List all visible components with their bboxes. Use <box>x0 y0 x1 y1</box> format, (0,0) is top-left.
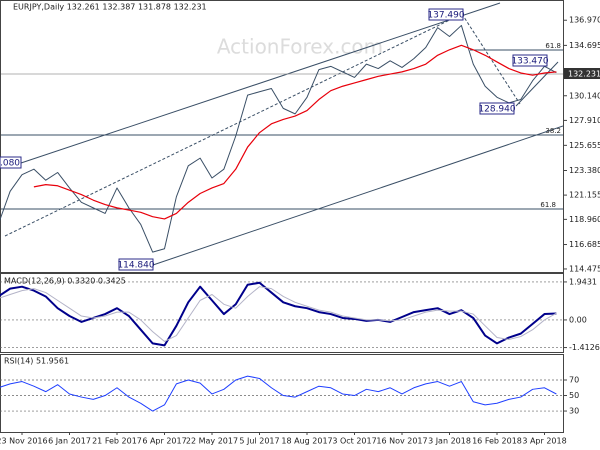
y-tick-label: 127.910 <box>569 116 600 125</box>
y-tick-label: 116.685 <box>569 240 600 249</box>
annotation-box <box>118 258 154 271</box>
x-tick-label: 22 May 2017 <box>186 437 238 446</box>
x-tick-label: 6 Jan 2017 <box>48 437 91 446</box>
series-line <box>0 375 557 412</box>
price-panel <box>0 0 564 273</box>
drawings <box>0 2 563 267</box>
annotation-box <box>512 54 548 67</box>
x-tick-label: 5 Jul 2017 <box>239 437 279 446</box>
annotation: 128.940 <box>478 105 515 115</box>
x-tick-label: 16 Nov 2017 <box>376 437 427 446</box>
y-tick-label: 70 <box>569 376 579 385</box>
series-line <box>33 44 557 220</box>
y-tick-label: 130.140 <box>569 91 600 100</box>
annotation-box <box>479 102 515 115</box>
y-tick-label: -1.4126 <box>569 343 600 352</box>
channel-upper <box>17 2 501 165</box>
y-tick-label: 123.380 <box>569 166 600 175</box>
x-tick-label: 23 Nov 2016 <box>0 437 48 446</box>
x-tick-label: 3 Jan 2018 <box>428 437 471 446</box>
rsi-title: RSI(14) 51.9561 <box>4 357 69 366</box>
fib-label: 61.8 <box>545 42 561 50</box>
annotation: 137.490 <box>427 11 464 21</box>
channel-lower <box>149 125 563 267</box>
annotation: 133.470 <box>511 57 548 67</box>
y-tick-label: 30 <box>569 407 579 416</box>
fib-label: 61.8 <box>540 201 556 209</box>
series-line <box>0 286 557 342</box>
price-tag <box>564 68 600 79</box>
macd-title: MACD(12,26,9) 0.3320 0.3425 <box>4 277 126 286</box>
y-tick-label: 118.960 <box>569 215 600 224</box>
y-tick-label: 121.155 <box>569 191 600 200</box>
series-line <box>0 24 557 253</box>
x-tick-label: 6 Apr 2017 <box>142 437 186 446</box>
x-tick-label: 18 Aug 2017 <box>281 437 332 446</box>
price-tag-label: 132.231 <box>568 70 600 79</box>
macd-panel <box>0 273 564 353</box>
y-tick-label: 125.655 <box>569 141 600 150</box>
y-tick-label: 50 <box>569 391 579 400</box>
y-tick-label: 134.695 <box>569 41 600 50</box>
annotation-box <box>0 156 22 169</box>
rsi-panel <box>0 354 564 433</box>
chart-title: EURJPY,Daily 132.261 132.387 131.878 132… <box>13 3 207 12</box>
annotation-box <box>428 8 464 21</box>
y-tick-label: 0.00 <box>569 315 587 324</box>
y-tick-label: 136.970 <box>569 16 600 25</box>
series-layer <box>0 24 563 412</box>
x-tick-label: 3 Oct 2017 <box>332 437 376 446</box>
x-tick-label: 16 Feb 2018 <box>472 437 522 446</box>
annotation: .080 <box>0 159 20 169</box>
x-tick-label: 21 Feb 2017 <box>92 437 142 446</box>
y-tick-label: 1.9431 <box>569 277 597 286</box>
watermark: ActionForex.com <box>217 35 383 59</box>
drop-line <box>461 13 521 105</box>
annotation: 114.840 <box>117 261 154 271</box>
fib-label: 38.2 <box>545 127 561 135</box>
y-tick-label: 114.475 <box>569 264 600 273</box>
x-tick-label: 3 Apr 2018 <box>522 437 566 446</box>
